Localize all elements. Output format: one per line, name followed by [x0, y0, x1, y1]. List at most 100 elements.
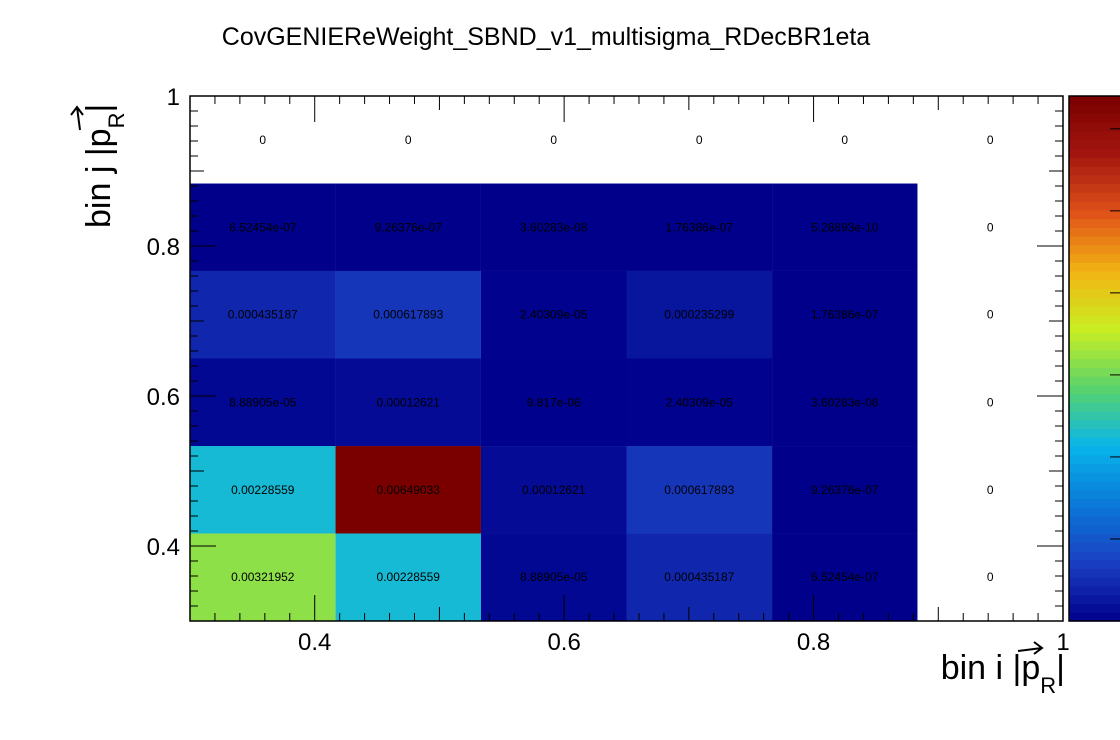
cell-value-label: 0.000435187 [664, 570, 734, 584]
cell-value-label: 0 [841, 133, 848, 147]
color-scale-band [1069, 201, 1120, 211]
color-scale-band [1069, 131, 1120, 141]
color-scale-band [1069, 559, 1120, 570]
heatmap-cell [335, 270, 481, 359]
color-scale-band [1069, 148, 1120, 158]
color-scale-band [1069, 192, 1120, 202]
color-scale-band [1069, 612, 1120, 622]
heatmap-cell [772, 358, 918, 447]
color-scale-band [1069, 332, 1120, 342]
cell-value-label: 0 [987, 133, 994, 147]
color-scale-band [1069, 419, 1120, 430]
heatmap-cell [335, 446, 481, 534]
cell-value-label: 3.60283e-08 [520, 220, 588, 234]
heatmap-cell [335, 358, 481, 447]
color-scale-band [1069, 603, 1120, 613]
cell-value-label: 2.40309e-05 [520, 308, 588, 322]
x-axis-title: bin i |pR| [941, 649, 1065, 698]
color-scale-band [1069, 411, 1120, 421]
color-scale-band [1069, 218, 1120, 228]
heatmap-cell [480, 533, 627, 621]
cell-value-label: 0 [987, 483, 994, 497]
heatmap-cell [335, 533, 481, 621]
y-tick-label: 0.6 [147, 384, 180, 411]
heatmap-cell [772, 183, 918, 271]
x-tick-label: 0.4 [298, 629, 331, 656]
heatmap-cell [480, 270, 627, 359]
heatmap-cell [772, 533, 918, 621]
cell-value-label: 0.00228559 [377, 570, 441, 584]
heatmap-cell [626, 446, 773, 534]
color-scale-band [1069, 463, 1120, 473]
color-scale-band [1069, 472, 1120, 482]
color-scale-band [1069, 314, 1120, 325]
cell-value-label: 0 [987, 220, 994, 234]
color-scale-band [1069, 183, 1120, 193]
x-tick-label: 0.8 [797, 629, 830, 656]
color-scale-band [1069, 542, 1120, 552]
color-scale-band [1069, 349, 1120, 360]
color-scale-band [1069, 498, 1120, 508]
color-scale-band [1069, 358, 1120, 368]
heatmap-cell [190, 183, 336, 271]
cell-value-label: 0 [987, 570, 994, 584]
color-scale-band [1069, 577, 1120, 587]
heatmap-cell [190, 358, 336, 447]
color-scale-band [1069, 297, 1120, 307]
color-scale-band [1069, 376, 1120, 386]
x-axis-vector-arrow [1017, 641, 1044, 655]
cell-value-label: 9.26376e-07 [375, 220, 443, 234]
cell-value-label: 0.00649033 [377, 483, 441, 497]
color-scale-band [1069, 454, 1120, 465]
color-scale [1068, 95, 1120, 622]
cell-value-label: 1.76386e-07 [811, 308, 879, 322]
heatmap-cell [626, 270, 773, 359]
color-scale-band [1069, 166, 1120, 176]
cell-value-label: 6.52454e-07 [229, 220, 297, 234]
color-scale-band [1069, 393, 1120, 403]
cell-value-label: 0.00012621 [377, 395, 441, 409]
color-scale-band [1069, 227, 1120, 237]
cell-value-label: 0 [987, 308, 994, 322]
color-scale-band [1069, 384, 1120, 395]
cell-value-label: 0 [405, 133, 412, 147]
color-scale-band [1069, 288, 1120, 298]
cell-value-label: 0.000235299 [664, 308, 734, 322]
y-tick-label: 1 [167, 84, 180, 111]
y-axis-vector-arrow [70, 105, 84, 131]
plot-frame [189, 95, 1064, 622]
color-scale-band [1069, 524, 1120, 535]
cell-value-label: 0 [987, 395, 994, 409]
color-scale-band [1069, 253, 1120, 263]
cell-value-label: 0 [696, 133, 703, 147]
color-scale-band [1069, 568, 1120, 578]
cell-value-label: 6.52454e-07 [811, 570, 879, 584]
chart-title: CovGENIEReWeight_SBND_v1_multisigma_RDec… [222, 23, 871, 51]
color-scale-band [1069, 174, 1120, 185]
color-scale-band [1069, 428, 1120, 438]
x-tick-label: 0.6 [547, 629, 580, 656]
color-scale-band [1069, 341, 1120, 351]
color-scale-band [1069, 507, 1120, 517]
heatmap-cell [190, 533, 336, 621]
cell-value-label: 3.60283e-08 [811, 395, 879, 409]
cell-value-label: 0.00228559 [231, 483, 295, 497]
color-scale-band [1069, 594, 1120, 605]
color-scale-band [1069, 139, 1120, 150]
x-tick-label: 1 [1056, 629, 1069, 656]
color-scale-band [1069, 306, 1120, 316]
color-scale-band [1069, 586, 1120, 596]
heatmap-cell [335, 183, 481, 271]
color-scale-band [1069, 551, 1120, 561]
cell-labels: 0.00321952 0.00228559 8.88905e-05 0.0004351… [228, 133, 994, 584]
color-scale-band [1069, 157, 1120, 167]
color-scale-band [1069, 533, 1120, 543]
color-scale-band [1069, 244, 1120, 255]
color-scale-band [1069, 113, 1120, 123]
cell-value-label: 1.76386e-07 [666, 220, 734, 234]
cell-value-label: 0.000617893 [373, 308, 443, 322]
cell-value-label: 0.00321952 [231, 570, 295, 584]
heatmap-cell [480, 446, 627, 534]
color-scale-band [1069, 437, 1120, 447]
